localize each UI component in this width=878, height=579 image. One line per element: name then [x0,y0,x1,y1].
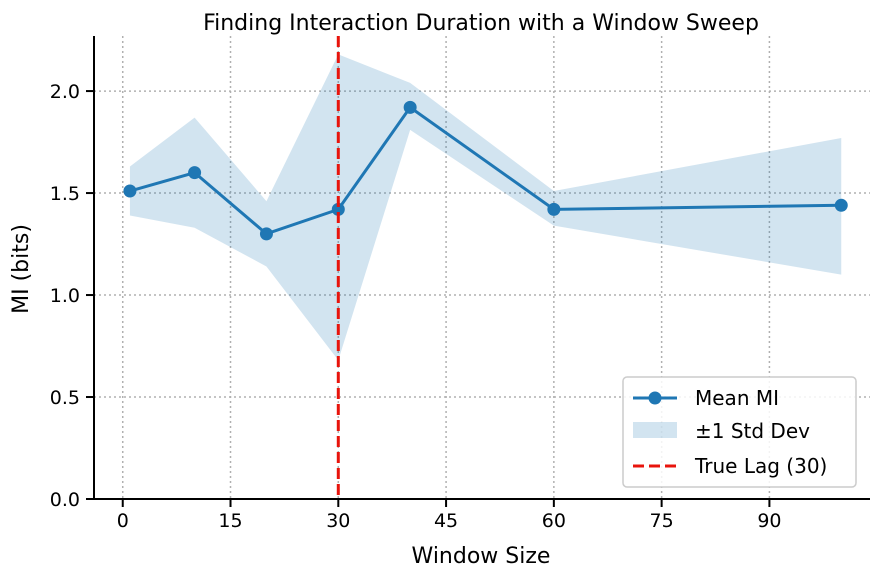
y-tick-label: 1.5 [50,183,80,205]
data-point [834,198,848,212]
x-tick-label: 0 [117,510,129,532]
std-band-layer [129,54,842,361]
data-point [259,227,273,241]
y-axis-label: MI (bits) [9,224,34,314]
x-tick-label: 15 [218,510,242,532]
x-tick-label: 60 [542,510,566,532]
x-tick-label: 90 [757,510,781,532]
axes: 0 15 30 45 60 75 90 0.0 0.5 1.0 1.5 2.0 [50,36,870,532]
x-tick-label: 45 [434,510,458,532]
std-band [129,54,842,361]
x-tick-label: 30 [326,510,350,532]
legend[interactable]: Mean MI ±1 Std Dev True Lag (30) [622,376,857,488]
legend-label-std: ±1 Std Dev [695,419,810,443]
legend-box [622,376,857,488]
y-tick-label: 2.0 [50,81,80,103]
legend-band-swatch [633,422,677,438]
y-tick-label: 0.0 [50,489,80,511]
data-point [188,166,202,180]
data-point [123,184,137,198]
legend-label-mean: Mean MI [695,386,779,410]
y-tick-label: 0.5 [50,387,80,409]
legend-label-lag: True Lag (30) [694,454,827,478]
chart-title: Finding Interaction Duration with a Wind… [203,11,759,36]
data-point [403,100,417,114]
data-point [331,202,345,216]
x-axis-label: Window Size [412,544,551,569]
x-tick-label: 75 [650,510,674,532]
y-tick-label: 1.0 [50,285,80,307]
data-point [547,202,561,216]
series-layer [123,100,848,241]
legend-marker-swatch [648,391,662,405]
